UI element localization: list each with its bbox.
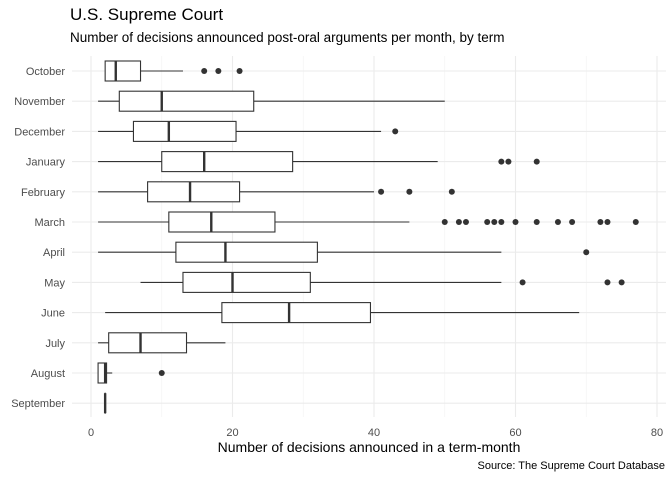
outlier-point: [533, 158, 540, 165]
outlier-point: [215, 68, 222, 74]
outlier-point: [498, 158, 505, 165]
iqr-box: [132, 120, 237, 142]
box-january: [98, 151, 540, 173]
outlier-point: [441, 219, 448, 225]
y-tick-label: July: [45, 338, 65, 350]
box-august: [97, 362, 165, 384]
outlier-point: [505, 158, 512, 165]
y-tick-label: February: [21, 187, 66, 199]
box-december: [98, 120, 399, 142]
box-november: [98, 90, 445, 112]
box-april: [98, 241, 590, 263]
x-tick-label: 20: [226, 427, 238, 439]
y-tick-label: September: [11, 398, 65, 410]
outlier-point: [406, 188, 413, 195]
y-tick-label: November: [14, 96, 65, 108]
iqr-box: [118, 90, 255, 112]
outlier-point: [533, 219, 540, 225]
outlier-point: [604, 219, 611, 225]
iqr-box: [104, 60, 142, 82]
outlier-point: [604, 279, 611, 286]
outlier-point: [512, 219, 519, 225]
box-march: [98, 211, 639, 233]
outlier-point: [583, 249, 590, 256]
x-tick-label: 60: [509, 427, 521, 439]
box-may: [140, 271, 625, 293]
outlier-point: [618, 279, 625, 286]
iqr-box: [175, 241, 318, 263]
box-october: [104, 60, 243, 82]
outlier-point: [569, 219, 576, 225]
outlier-point: [554, 219, 561, 225]
outlier-point: [597, 219, 604, 225]
outlier-point: [448, 188, 455, 195]
y-tick-label: August: [31, 368, 65, 380]
y-tick-label: May: [44, 277, 65, 289]
x-tick-label: 0: [88, 427, 94, 439]
iqr-box: [147, 181, 241, 203]
iqr-box: [161, 151, 294, 173]
iqr-box: [97, 362, 108, 384]
outlier-point: [484, 219, 491, 225]
iqr-box: [182, 271, 311, 293]
x-tick-label: 80: [651, 427, 663, 439]
chart-subtitle: Number of decisions announced post-oral …: [70, 30, 505, 45]
box-july: [98, 332, 226, 354]
outlier-point: [498, 219, 505, 225]
outlier-point: [462, 219, 469, 225]
outlier-point: [392, 128, 399, 135]
y-tick-label: April: [43, 247, 65, 259]
outlier-point: [519, 279, 526, 286]
outlier-point: [201, 68, 208, 74]
chart-caption: Source: The Supreme Court Database: [477, 460, 665, 472]
x-axis-title: Number of decisions announced in a term-…: [218, 439, 521, 455]
outlier-point: [378, 188, 385, 195]
outlier-point: [158, 370, 165, 376]
box-february: [98, 181, 455, 203]
label-layer: 0 20 40 60 80 October November December January F…: [11, 66, 663, 439]
y-tick-label: January: [26, 157, 66, 169]
iqr-box: [221, 302, 372, 324]
outlier-point: [455, 219, 462, 225]
box-layer: [97, 60, 639, 414]
outlier-point: [632, 219, 639, 225]
iqr-box: [168, 211, 276, 233]
y-tick-label: June: [41, 308, 65, 320]
y-tick-label: December: [14, 126, 65, 138]
y-tick-label: March: [34, 217, 65, 229]
chart-title: U.S. Supreme Court: [70, 5, 224, 24]
iqr-box: [108, 332, 188, 354]
outlier-point: [491, 219, 498, 225]
outlier-point: [236, 68, 243, 74]
y-tick-label: October: [26, 66, 65, 78]
x-tick-label: 40: [368, 427, 380, 439]
box-june: [105, 302, 580, 324]
